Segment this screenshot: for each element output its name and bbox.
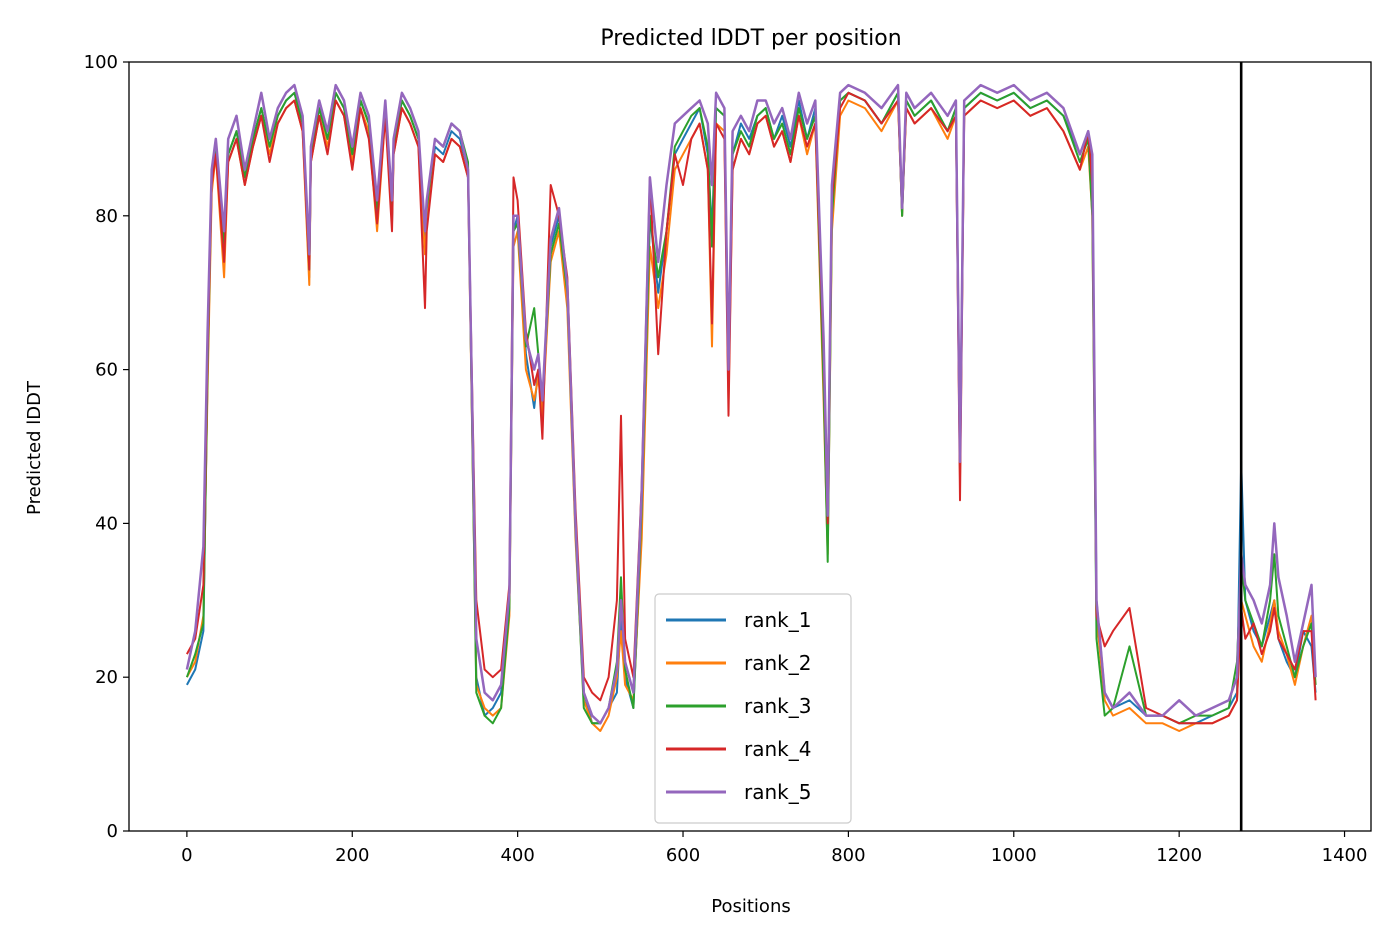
legend-box [654, 593, 852, 824]
y-tick-label: 20 [95, 667, 118, 688]
legend: rank_1 rank_2 rank_3 rank_4 rank_5 [654, 593, 852, 824]
x-tick-label: 800 [831, 845, 865, 866]
x-tick-label: 1000 [991, 845, 1037, 866]
plot-frame [128, 61, 1372, 832]
y-tick-label: 60 [95, 360, 118, 381]
legend-label: rank_1 [744, 608, 811, 632]
x-tick-label: 600 [666, 845, 700, 866]
chart-title: Predicted lDDT per position [600, 26, 901, 51]
y-tick-label: 0 [107, 821, 118, 842]
x-axis-ticks: 0 200 400 600 800 1000 1200 1400 [181, 831, 1367, 866]
y-axis-ticks: 0 20 40 60 80 100 [84, 52, 129, 842]
y-axis-label: Predicted lDDT [24, 380, 45, 515]
x-axis-label: Positions [711, 896, 790, 917]
x-tick-label: 1400 [1322, 845, 1368, 866]
x-tick-label: 0 [181, 845, 192, 866]
legend-label: rank_2 [744, 651, 811, 675]
legend-label: rank_3 [744, 694, 811, 718]
y-tick-label: 100 [84, 52, 118, 73]
x-tick-label: 200 [335, 845, 369, 866]
plot-area [185, 62, 1317, 831]
series-line-rank_5 [185, 83, 1317, 725]
legend-label: rank_5 [744, 780, 811, 804]
x-tick-label: 1200 [1156, 845, 1202, 866]
y-tick-label: 40 [95, 513, 118, 534]
x-tick-label: 400 [500, 845, 534, 866]
y-tick-label: 80 [95, 206, 118, 227]
legend-label: rank_4 [744, 737, 811, 761]
